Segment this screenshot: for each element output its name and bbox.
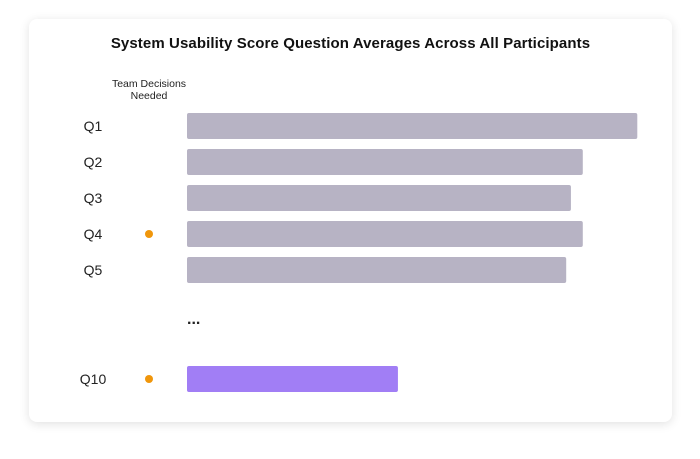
ellipsis-marker: ...	[187, 311, 200, 328]
category-label-q2: Q2	[84, 154, 103, 170]
bar-q10	[187, 366, 398, 392]
category-label-q1: Q1	[84, 118, 103, 134]
category-label-q3: Q3	[84, 190, 103, 206]
team-decisions-header: Team Decisions Needed	[111, 78, 187, 102]
decision-dot-q10	[145, 375, 153, 383]
bar-q5	[187, 257, 567, 283]
chart-title: System Usability Score Question Averages…	[110, 35, 591, 52]
category-label-q10: Q10	[80, 371, 107, 387]
decision-dot-q4	[145, 230, 153, 238]
bar-q1	[187, 113, 638, 139]
category-label-q4: Q4	[84, 226, 103, 242]
bar-q4	[187, 221, 583, 247]
category-label-q5: Q5	[84, 262, 103, 278]
bar-q2	[187, 149, 583, 175]
bar-chart: Q1 Q2 Q3 Q4 Q5 Q10...	[80, 113, 638, 392]
chart-card: System Usability Score Question Averages…	[29, 19, 672, 422]
bar-q3	[187, 185, 571, 211]
